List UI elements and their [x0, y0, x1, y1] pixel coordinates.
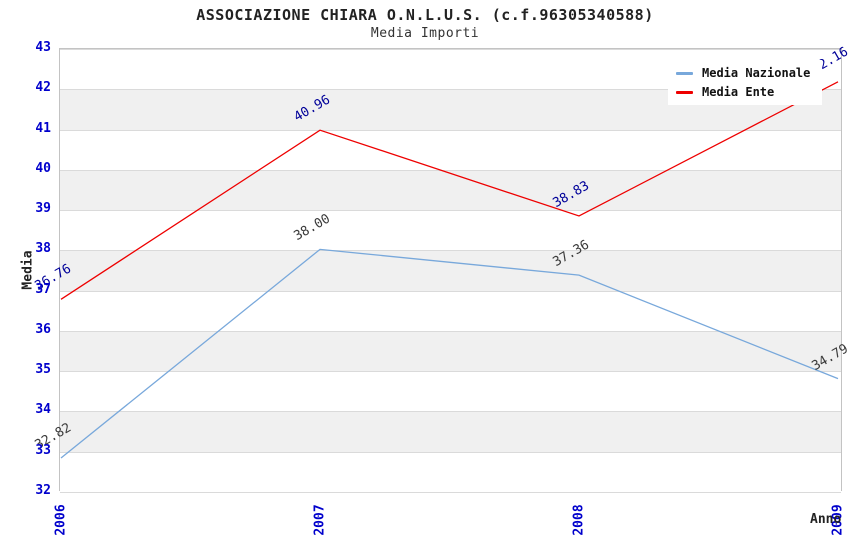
plot-band	[60, 169, 841, 211]
gridline	[60, 49, 841, 50]
legend: Media Nazionale Media Ente	[668, 60, 823, 105]
legend-item-media-nazionale: Media Nazionale	[676, 66, 810, 80]
gridline	[60, 411, 841, 413]
plot-band	[60, 290, 841, 331]
legend-item-media-ente: Media Ente	[676, 85, 810, 99]
plot-band	[60, 210, 841, 251]
x-axis-title: Anno	[810, 512, 842, 527]
chart-subtitle: Media Importi	[370, 26, 480, 41]
y-tick-label: 36	[35, 321, 51, 337]
gridline	[60, 169, 841, 171]
x-tick-label: 2008	[571, 504, 587, 536]
plot-band	[60, 411, 841, 452]
gridline	[60, 250, 841, 252]
plot-band	[60, 129, 841, 170]
plot-band	[60, 330, 841, 372]
gridline	[60, 451, 841, 453]
gridline	[60, 371, 841, 373]
plot-area	[59, 48, 842, 493]
legend-label-media-nazionale: Media Nazionale	[702, 66, 811, 80]
plot-band	[60, 451, 841, 492]
chart-title: ASSOCIAZIONE CHIARA O.N.L.U.S. (c.f.9630…	[196, 6, 654, 24]
gridline	[60, 210, 841, 212]
y-tick-label: 41	[35, 120, 51, 136]
x-tick-label: 2006	[53, 504, 69, 536]
gridline	[60, 330, 841, 332]
y-tick-label: 33	[35, 442, 51, 458]
y-tick-label: 32	[35, 483, 51, 498]
y-tick-label: 38	[35, 241, 51, 257]
media-nazionale-line-swatch	[676, 71, 693, 75]
y-tick-label: 35	[35, 362, 51, 378]
plot-band	[60, 250, 841, 291]
y-axis-title: Media	[20, 250, 36, 290]
y-tick-label: 40	[35, 160, 51, 176]
plot-band	[60, 371, 841, 412]
gridline	[60, 492, 841, 493]
media-ente-line-swatch	[676, 90, 693, 94]
gridline	[60, 290, 841, 292]
legend-label-media-ente: Media Ente	[702, 85, 775, 99]
y-tick-label: 39	[35, 201, 51, 217]
y-tick-label: 42	[35, 80, 51, 96]
y-tick-label: 34	[35, 402, 51, 418]
x-tick-label: 2007	[312, 504, 328, 536]
y-tick-label: 37	[35, 281, 51, 297]
gridline	[60, 129, 841, 131]
y-tick-label: 43	[35, 40, 51, 55]
